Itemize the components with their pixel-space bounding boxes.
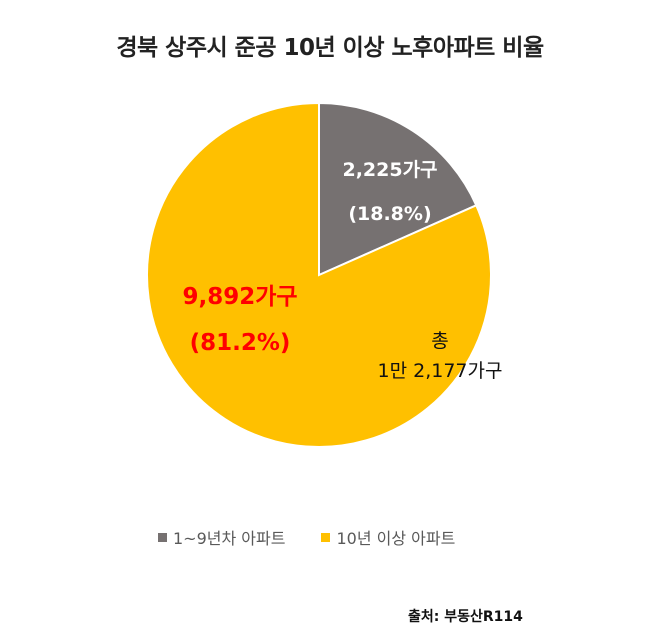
slice-label-yellow: 9,892가구 (81.2%) xyxy=(165,274,315,366)
legend-item-10-plus-years: 10년 이상 아파트 xyxy=(321,525,455,549)
slice-label-gray: 2,225가구 (18.8%) xyxy=(330,148,450,236)
legend-item-1-9-years: 1~9년차 아파트 xyxy=(158,525,285,549)
legend-swatch-yellow xyxy=(321,532,331,542)
total-annotation-line2: 1만 2,177가구 xyxy=(377,360,503,382)
slice-value-gray: 2,225가구 xyxy=(342,159,438,181)
slice-percent-gray: (18.8%) xyxy=(348,203,432,225)
source-note: 출처: 부동산R114 xyxy=(408,609,523,625)
legend-label: 1~9년차 아파트 xyxy=(173,529,286,548)
legend: 1~9년차 아파트 10년 이상 아파트 xyxy=(158,525,455,549)
legend-swatch-gray xyxy=(158,532,167,542)
legend-label: 10년 이상 아파트 xyxy=(336,529,456,548)
total-annotation: 총 1만 2,177가구 xyxy=(350,326,530,386)
slice-value-yellow: 9,892가구 xyxy=(182,284,298,310)
pie-slice-0 xyxy=(318,101,478,277)
chart-title: 경북 상주시 준공 10년 이상 노후아파트 비율 xyxy=(116,35,544,61)
pie-slice-1 xyxy=(146,101,492,448)
slice-percent-yellow: (81.2%) xyxy=(189,330,291,356)
total-annotation-line1: 총 xyxy=(431,330,449,352)
